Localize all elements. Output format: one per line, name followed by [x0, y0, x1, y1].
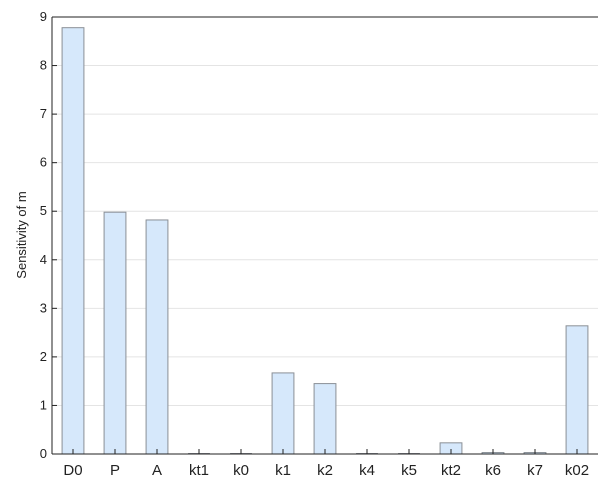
bar-A [145, 219, 169, 455]
y-tick-label: 8 [40, 58, 47, 73]
x-tick-label-kt2: kt2 [441, 462, 461, 479]
y-tick-label: 2 [40, 349, 47, 364]
bars [61, 27, 589, 455]
y-tick-label: 4 [40, 252, 47, 267]
bar-P [103, 211, 127, 455]
axes [51, 16, 598, 455]
x-tick-label-k5: k5 [401, 462, 417, 479]
y-tick-label: 7 [40, 106, 47, 121]
grid-lines [52, 16, 598, 406]
y-tick-labels: 0 1 2 3 4 5 6 7 8 9 [40, 9, 47, 461]
x-tick-label-k1: k1 [275, 462, 291, 479]
y-tick-label: 9 [40, 9, 47, 24]
x-tick-label-k6: k6 [485, 462, 501, 479]
y-tick-label: 0 [40, 446, 47, 461]
x-tick-label-D0: D0 [63, 462, 82, 479]
x-tick-label-A: A [152, 462, 162, 479]
x-tick-label-k0: k0 [233, 462, 249, 479]
bar-k2 [313, 383, 337, 455]
x-tick-label-k7: k7 [527, 462, 543, 479]
y-tick-label: 5 [40, 203, 47, 218]
x-tick-label-k2: k2 [317, 462, 333, 479]
x-tick-label-k02: k02 [565, 462, 589, 479]
x-tick-label-P: P [110, 462, 120, 479]
bar-D0 [61, 27, 85, 455]
bar-k02 [565, 325, 589, 455]
y-axis-label: Sensitivity of m [14, 191, 29, 278]
x-tick-label-k4: k4 [359, 462, 375, 479]
x-tick-label-kt1: kt1 [189, 462, 209, 479]
y-tick-label: 1 [40, 397, 47, 412]
bar-k1 [271, 372, 295, 455]
y-tick-label: 3 [40, 300, 47, 315]
y-tick-label: 6 [40, 155, 47, 170]
